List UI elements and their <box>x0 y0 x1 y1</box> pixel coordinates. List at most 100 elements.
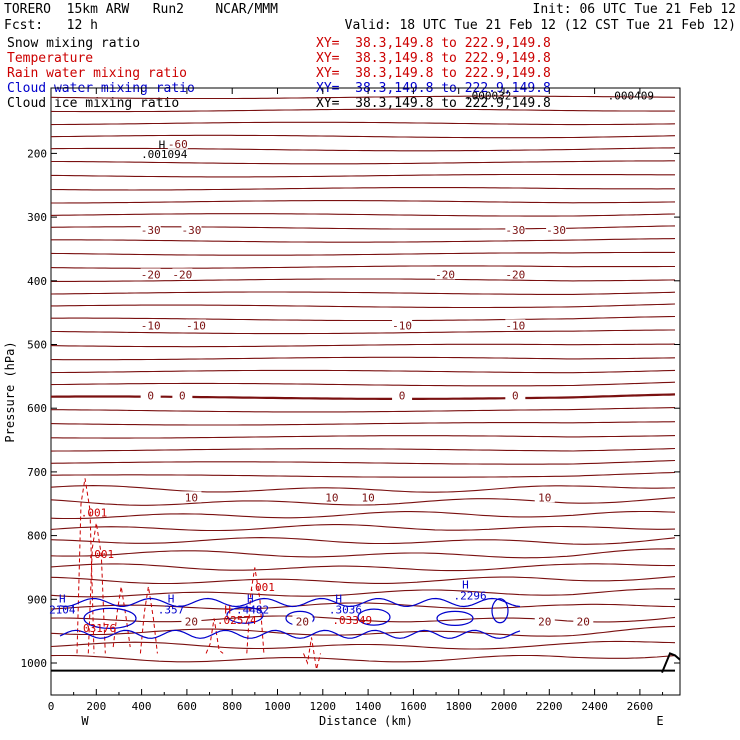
model-title: TORERO 15km ARW Run2 NCAR/MMM <box>4 2 278 17</box>
isotherm-label-bg <box>292 615 313 627</box>
isotherm-label: 10 <box>325 491 338 504</box>
cloud-water-contour <box>491 598 509 624</box>
isotherm-label-bg <box>181 491 202 503</box>
extremum-label: .001 <box>88 548 115 561</box>
isotherm-label: 0 <box>147 389 154 402</box>
isotherm-line <box>50 95 676 100</box>
isotherm-line <box>51 435 676 439</box>
x-tick-label: 0 <box>48 700 55 713</box>
x-tick-label: 1400 <box>355 700 382 713</box>
cloud-water-contour <box>83 607 137 630</box>
cloud-water-contour <box>59 629 521 639</box>
isotherm-label: -30 <box>141 224 161 237</box>
x-tick-label: 2600 <box>627 700 654 713</box>
isotherm-line <box>51 200 676 204</box>
isotherm-line <box>50 187 675 191</box>
extremum-label: H <box>462 578 469 591</box>
isotherm-label: -10 <box>186 319 206 332</box>
isotherm-line <box>50 447 676 452</box>
isotherm-label: -10 <box>141 319 161 332</box>
y-tick-label: 200 <box>27 147 47 160</box>
x-tick-label: 2200 <box>536 700 563 713</box>
isotherm-line <box>51 160 675 165</box>
isotherm-label: -20 <box>141 268 161 281</box>
x-tick-label: 1000 <box>264 700 291 713</box>
isotherm-line <box>51 238 676 243</box>
isotherm-line <box>50 485 676 493</box>
isotherm-line <box>51 471 676 478</box>
legend-xy-temperature: XY= 38.3,149.8 to 222.9,149.8 <box>316 51 551 66</box>
isotherm-label: 20 <box>577 616 590 629</box>
plot-frame <box>50 87 681 696</box>
extremum-label: .001094 <box>141 148 188 161</box>
x-tick-label: 1200 <box>310 700 337 713</box>
isotherm-line <box>50 497 676 506</box>
isotherm-line <box>50 524 676 532</box>
legend-label-cloud-ice: Cloud ice mixing ratio <box>7 96 180 111</box>
legend-label-rain: Rain water mixing ratio <box>7 66 188 81</box>
extremum-label: H <box>247 592 254 605</box>
isotherm-line <box>50 640 676 650</box>
isotherm-label: -20 <box>172 268 192 281</box>
rain-water-contour <box>76 478 95 654</box>
extremum-label: .02574 <box>217 614 257 627</box>
rain-water-contour <box>139 586 158 654</box>
legend-xy-cloud-ice: XY= 38.3,149.8 to 222.9,149.8 <box>316 96 551 111</box>
cloud-water-contour <box>436 610 474 627</box>
x-east-label: E <box>656 714 663 728</box>
isotherm-label-bg <box>505 389 526 401</box>
isotherm-label-bg <box>140 389 161 401</box>
isotherm-label-bg <box>185 319 206 331</box>
cloud-water-contour <box>226 606 264 624</box>
legend-label-snow: Snow mixing ratio <box>7 36 141 51</box>
extremum-label: .03349 <box>332 614 372 627</box>
y-tick-label: 400 <box>27 275 47 288</box>
cloud-water-contour <box>357 608 391 626</box>
x-tick-label: 200 <box>86 700 106 713</box>
isotherm-label-bg <box>172 389 193 401</box>
isotherm-label-bg <box>505 268 526 280</box>
isotherm-line <box>50 291 676 295</box>
isotherm-label-bg <box>573 615 594 627</box>
isotherm-line <box>50 588 675 598</box>
isotherm-label: -60 <box>168 138 188 151</box>
isotherm-label-bg <box>358 491 379 503</box>
isotherm-label: 0 <box>512 389 519 402</box>
rain-water-contour <box>87 522 106 654</box>
extremum-label: .4482 <box>236 603 269 616</box>
isotherm-line <box>50 563 676 572</box>
isotherm-label-bg <box>140 319 161 331</box>
extremum-label: .001 <box>248 581 275 594</box>
extremum-label: .357 <box>158 603 185 616</box>
isotherm-line <box>51 407 676 413</box>
x-axis-label: Distance (km) <box>319 714 413 728</box>
isotherm-line <box>50 108 675 113</box>
isotherm-label: -20 <box>435 268 455 281</box>
legend-label-temperature: Temperature <box>7 51 94 66</box>
terrain-surface <box>51 652 681 673</box>
isotherm-label-bg <box>172 268 193 280</box>
extremum-label: .03176 <box>76 622 116 635</box>
x-tick-label: 2000 <box>491 700 518 713</box>
isotherm-line <box>51 173 675 178</box>
isotherm-label: 10 <box>538 491 551 504</box>
x-tick-label: 400 <box>132 700 152 713</box>
x-tick-label: 1600 <box>400 700 427 713</box>
isotherm-label: -20 <box>505 268 525 281</box>
isotherm-line <box>50 421 676 426</box>
terrain-line <box>661 652 681 673</box>
isotherm-label-bg <box>392 319 413 331</box>
isotherm-label: -10 <box>505 319 525 332</box>
isotherm-line <box>50 381 676 387</box>
extremum-label: .000032 <box>465 89 511 102</box>
isotherm-line <box>50 213 676 217</box>
isotherm-label: -10 <box>392 319 412 332</box>
isotherm-label-bg <box>505 223 526 235</box>
y-axis-label: Pressure (hPa) <box>3 341 17 442</box>
isotherm-label-bg <box>181 615 202 627</box>
isotherm-line <box>50 343 676 348</box>
extremum-label: .3036 <box>329 603 362 616</box>
isotherm-line <box>50 548 676 559</box>
isotherm-label-bg <box>534 491 555 503</box>
isotherm-line <box>50 134 676 139</box>
